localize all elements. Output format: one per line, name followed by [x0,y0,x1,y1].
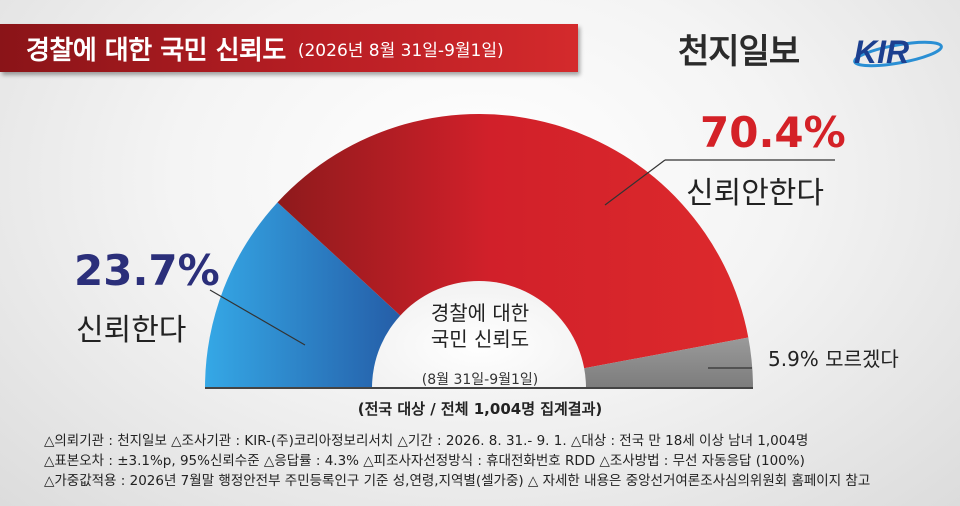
distrust-percent: 70.4% [700,108,846,157]
center-title: 경찰에 대한 국민 신뢰도 [380,300,580,352]
sample-note: (전국 대상 / 전체 1,004명 집계결과) [357,400,603,418]
kir-logo-text: KIR [854,34,909,70]
brand-name: 천지일보 [678,32,800,72]
unknown-label: 5.9% 모르겠다 [768,343,899,372]
center-title-line2: 국민 신뢰도 [430,327,530,351]
unknown-percent: 5.9% [768,347,819,371]
notes-line-3: △가중값적용 : 2026년 7월말 행정안전부 주민등록인구 기준 성,연령,… [44,473,871,489]
distrust-label: 신뢰안한다 [686,176,824,211]
trust-label: 신뢰한다 [76,313,187,348]
center-title-line1: 경찰에 대한 [430,301,530,325]
survey-period: (2026년 8월 31일-9월1일) [297,40,504,61]
donut-hole [372,281,586,388]
leader-line-distrust [604,159,666,206]
trust-percent: 23.7% [74,246,220,295]
chart-title: 경찰에 대한 국민 신뢰도 [26,35,286,66]
title-banner: 경찰에 대한 국민 신뢰도 (2026년 8월 31일-9월1일) [0,24,578,72]
methodology-notes: △의뢰기관 : 천지일보 △조사기관 : KIR-(주)코리아정보리서치 △기간… [44,431,944,491]
notes-line-1: △의뢰기관 : 천지일보 △조사기관 : KIR-(주)코리아정보리서치 △기간… [44,433,809,449]
chart-baseline [205,387,753,389]
center-date: (8월 31일-9월1일) [421,372,539,388]
leader-line-trust [209,289,306,346]
kir-logo: KIR [853,34,943,70]
notes-line-2: △표본오차 : ±3.1%p, 95%신뢰수준 △응답률 : 4.3% △피조사… [44,453,805,469]
unknown-text: 모르겠다 [825,347,899,371]
slice-distrust [277,113,749,388]
